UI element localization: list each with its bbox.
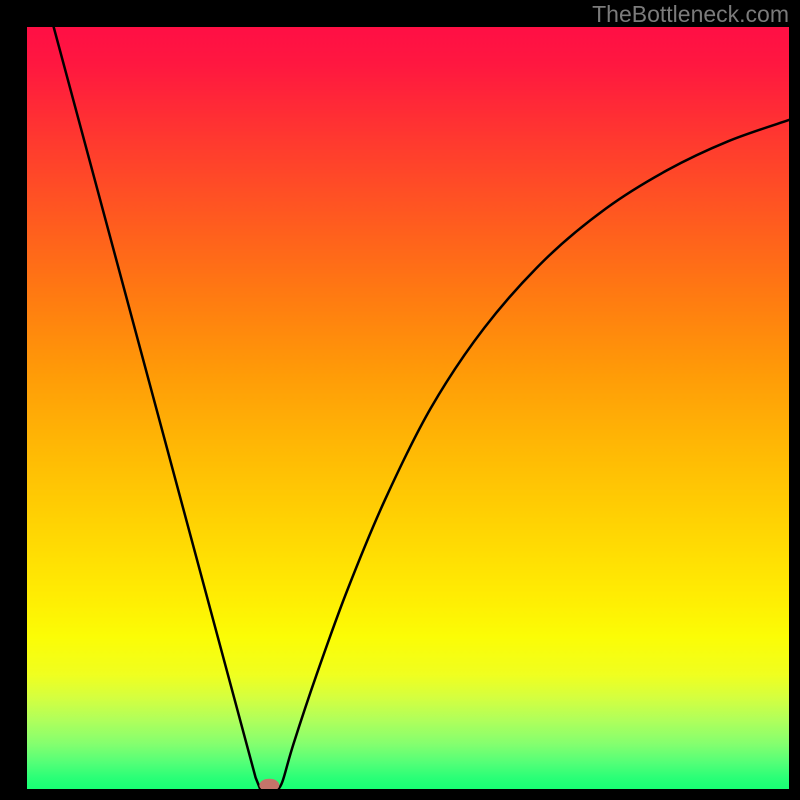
chart-frame: TheBottleneck.com: [0, 0, 800, 800]
vertex-marker: [259, 779, 279, 789]
curve-right-branch: [278, 120, 789, 789]
curve-left-branch: [54, 27, 260, 789]
curve-overlay: [27, 27, 789, 789]
watermark-text: TheBottleneck.com: [592, 1, 789, 28]
plot-area: [27, 27, 789, 789]
